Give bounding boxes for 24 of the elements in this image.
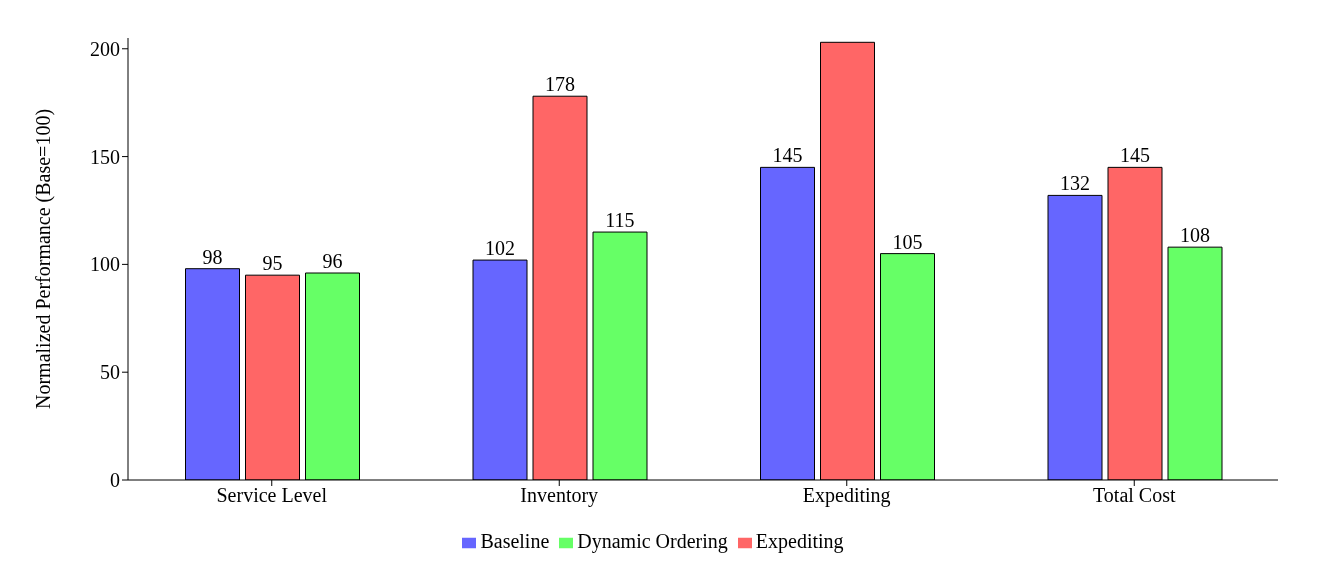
data-label: 145 — [1120, 144, 1150, 167]
data-label: 115 — [605, 209, 635, 232]
data-label: 145 — [772, 144, 803, 167]
y-tick-label: 150 — [90, 145, 120, 168]
x-tick-label: Inventory — [520, 484, 599, 508]
x-tick-label: Total Cost — [1093, 484, 1176, 507]
data-label: 105 — [892, 230, 923, 253]
data-label: 102 — [485, 237, 515, 260]
data-label: 108 — [1180, 224, 1210, 247]
y-tick-label: 0 — [110, 469, 120, 492]
data-label: 95 — [262, 252, 283, 275]
x-tick-label: Expediting — [802, 484, 891, 508]
data-label: 98 — [202, 245, 223, 268]
data-label: 132 — [1060, 172, 1090, 195]
data-label: 96 — [322, 250, 343, 273]
x-tick-label: Service Level — [216, 484, 328, 507]
y-tick-label: 50 — [100, 361, 120, 384]
legend-label: Baseline — [480, 530, 550, 552]
legend-label: Expediting — [755, 530, 844, 552]
y-axis-title: Normalized Performance (Base=100) — [32, 108, 56, 409]
legend-label: Dynamic Ordering — [577, 530, 728, 552]
y-tick-label: 100 — [90, 253, 120, 276]
data-label: 178 — [545, 73, 575, 96]
y-tick-label: 200 — [90, 37, 120, 60]
